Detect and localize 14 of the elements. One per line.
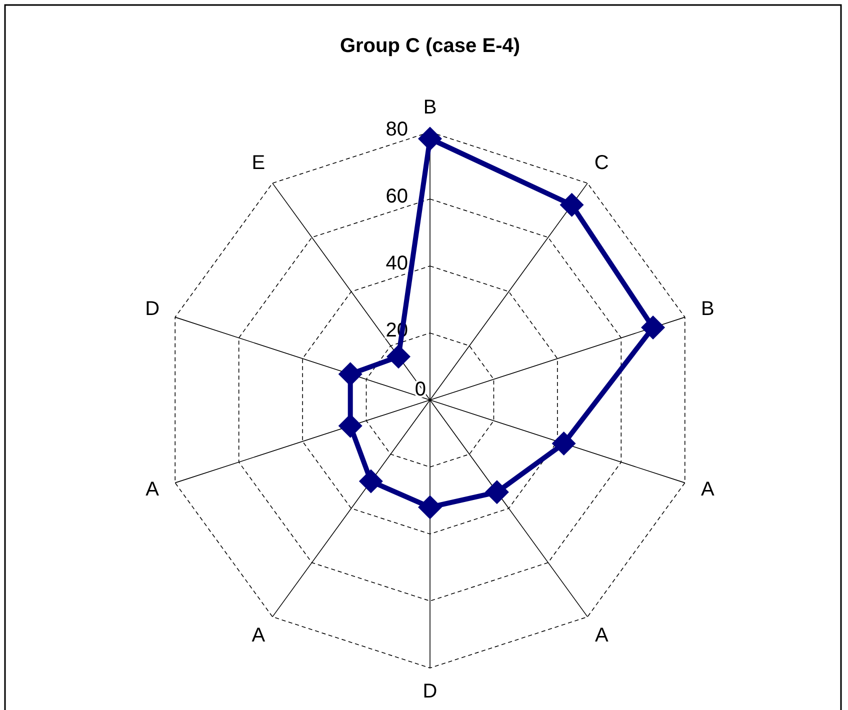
spoke-label: E [252, 152, 266, 174]
y-tick-label: 60 [386, 185, 408, 208]
spoke-label: B [423, 96, 437, 118]
spoke-label: A [146, 478, 160, 501]
spoke-label: B [701, 298, 714, 320]
spoke-label: D [145, 298, 160, 320]
spoke-label: A [594, 624, 609, 647]
spoke-label: A [701, 478, 716, 501]
y-tick-label: 80 [386, 118, 408, 140]
spoke-label: D [422, 680, 438, 702]
chart-title: Group C (case E-4) [340, 35, 520, 57]
spoke-label: C [594, 152, 609, 174]
spoke-label: A [252, 624, 266, 647]
y-tick-label: 40 [386, 252, 408, 274]
